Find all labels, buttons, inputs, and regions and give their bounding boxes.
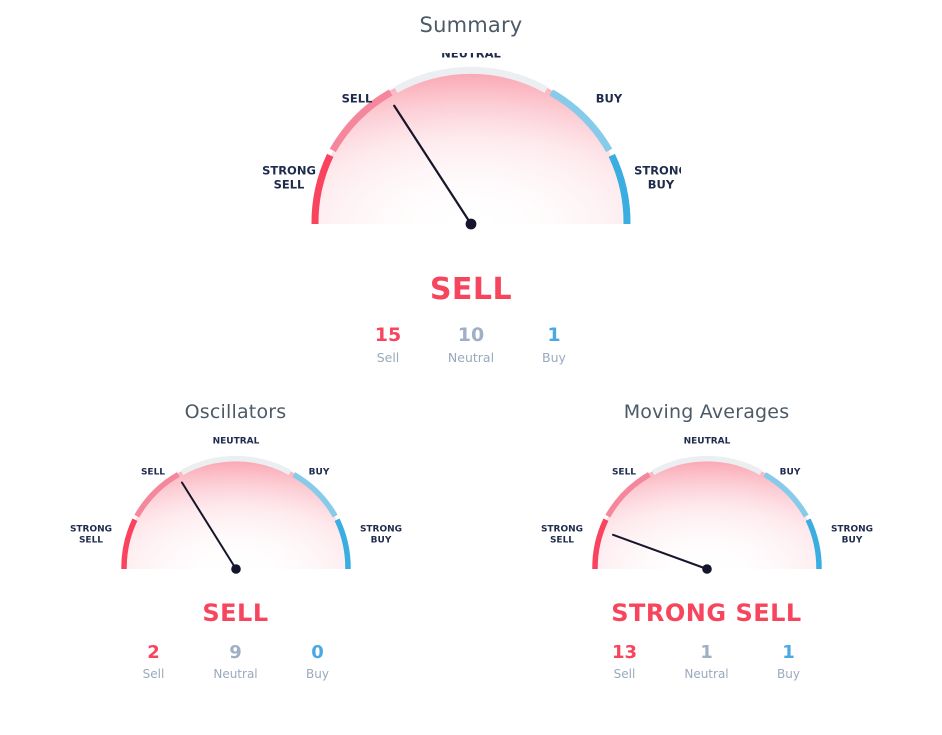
oscillators-count-neutral-value: 9 <box>229 641 242 663</box>
arc-strong-sell <box>120 518 137 569</box>
arc-sell <box>133 472 180 518</box>
arc-strong-sell <box>591 518 608 569</box>
oscillators-arc-segments <box>120 455 351 569</box>
moving-averages-count-sell-label: Sell <box>613 666 636 681</box>
arc-buy <box>762 472 809 518</box>
oscillators-title: Oscillators <box>184 401 287 423</box>
moving-averages-gauge-svg: STRONG SELL SELL NEUTRAL BUY STRONG BUY <box>540 437 873 574</box>
oscillators-count-neutral: 9 Neutral <box>195 643 277 682</box>
summary-needle <box>393 104 477 230</box>
label-strong-sell-line2: SELL <box>274 178 305 192</box>
summary-title: Summary <box>419 13 523 37</box>
label-buy: BUY <box>596 92 623 106</box>
label-strong-sell-line2: SELL <box>78 535 102 545</box>
moving-averages-needle <box>611 533 712 574</box>
oscillators-count-buy-label: Buy <box>306 666 329 681</box>
oscillators-arc-fill <box>123 456 348 569</box>
arc-strong-buy <box>334 518 351 569</box>
summary-count-buy-value: 1 <box>547 324 561 347</box>
moving-averages-counts: 13 Sell 1 Neutral 1 Buy <box>471 643 942 682</box>
label-sell: SELL <box>611 467 635 477</box>
label-neutral: NEUTRAL <box>683 437 730 447</box>
arc-sell <box>329 89 393 153</box>
summary-arc-labels: STRONG SELL SELL NEUTRAL BUY STRONG BUY <box>262 53 681 192</box>
moving-averages-arc-fill <box>594 456 819 569</box>
oscillators-arc-labels: STRONG SELL SELL NEUTRAL BUY STRONG BUY <box>69 437 401 546</box>
arc-buy <box>549 89 613 153</box>
oscillators-count-sell: 2 Sell <box>113 643 195 682</box>
label-strong-buy-line1: STRONG <box>634 164 681 178</box>
moving-averages-count-sell-value: 13 <box>611 641 638 663</box>
moving-averages-count-neutral-label: Neutral <box>684 666 729 681</box>
summary-count-sell: 15 Sell <box>347 325 430 366</box>
moving-averages-arc-segments <box>591 455 822 569</box>
moving-averages-count-neutral: 1 Neutral <box>666 643 748 682</box>
arc-strong-buy <box>805 518 822 569</box>
label-strong-buy-line2: BUY <box>841 535 862 545</box>
label-sell: SELL <box>342 92 373 106</box>
oscillators-gauge: STRONG SELL SELL NEUTRAL BUY STRONG BUY <box>66 437 406 587</box>
summary-verdict: SELL <box>429 272 513 308</box>
arc-sell <box>604 472 651 518</box>
moving-averages-count-sell: 13 Sell <box>584 643 666 682</box>
arc-neutral <box>180 455 291 475</box>
moving-averages-arc-labels: STRONG SELL SELL NEUTRAL BUY STRONG BUY <box>540 437 872 546</box>
label-strong-buy-line2: BUY <box>370 535 391 545</box>
oscillators-count-sell-value: 2 <box>147 641 160 663</box>
summary-count-sell-value: 15 <box>374 324 402 347</box>
moving-averages-count-buy-value: 1 <box>782 641 795 663</box>
moving-averages-verdict: STRONG SELL <box>611 598 802 627</box>
oscillators-verdict: SELL <box>202 598 269 627</box>
label-neutral: NEUTRAL <box>212 437 259 447</box>
summary-count-buy: 1 Buy <box>513 325 596 366</box>
label-strong-sell-line1: STRONG <box>540 524 582 534</box>
oscillators-count-sell-label: Sell <box>142 666 165 681</box>
label-strong-buy-line2: BUY <box>648 178 675 192</box>
oscillators-count-neutral-label: Neutral <box>213 666 258 681</box>
moving-averages-count-buy-label: Buy <box>777 666 800 681</box>
label-neutral: NEUTRAL <box>441 53 501 61</box>
arc-strong-sell <box>311 153 334 225</box>
label-buy: BUY <box>308 467 329 477</box>
oscillators-count-buy: 0 Buy <box>277 643 359 682</box>
arc-neutral <box>394 67 548 93</box>
summary-count-buy-label: Buy <box>542 349 566 365</box>
label-strong-buy-line1: STRONG <box>359 524 401 534</box>
label-strong-sell-line1: STRONG <box>69 524 111 534</box>
moving-averages-count-buy: 1 Buy <box>748 643 830 682</box>
summary-count-neutral: 10 Neutral <box>430 325 513 366</box>
summary-gauge-block: Summary STRONG SELL <box>0 0 942 366</box>
summary-arc-fill <box>315 68 627 225</box>
oscillators-count-buy-value: 0 <box>311 641 324 663</box>
arc-strong-buy <box>608 153 631 225</box>
arc-neutral <box>651 455 762 475</box>
label-strong-sell-line2: SELL <box>549 535 573 545</box>
label-strong-buy-line1: STRONG <box>830 524 872 534</box>
moving-averages-gauge-block: Moving Averages STRONG <box>471 402 942 682</box>
summary-count-neutral-label: Neutral <box>447 349 495 365</box>
summary-count-neutral-value: 10 <box>457 324 485 347</box>
oscillators-gauge-svg: STRONG SELL SELL NEUTRAL BUY STRONG BUY <box>69 437 402 574</box>
label-strong-sell-line1: STRONG <box>262 164 316 178</box>
moving-averages-title: Moving Averages <box>623 401 790 423</box>
oscillators-counts: 2 Sell 9 Neutral 0 Buy <box>0 643 471 682</box>
summary-count-sell-label: Sell <box>376 349 400 365</box>
moving-averages-count-neutral-value: 1 <box>700 641 713 663</box>
label-sell: SELL <box>140 467 164 477</box>
oscillators-gauge-block: Oscillators STRONG SE <box>0 402 471 682</box>
summary-gauge-svg: STRONG SELL SELL NEUTRAL BUY STRONG BUY <box>262 53 681 230</box>
summary-arc-segments <box>311 67 631 225</box>
label-buy: BUY <box>779 467 800 477</box>
oscillators-needle <box>180 481 241 574</box>
summary-gauge: STRONG SELL SELL NEUTRAL BUY STRONG BUY <box>261 53 681 253</box>
arc-buy <box>291 472 338 518</box>
moving-averages-gauge: STRONG SELL SELL NEUTRAL BUY STRONG BUY <box>537 437 877 587</box>
summary-counts: 15 Sell 10 Neutral 1 Buy <box>0 325 942 366</box>
